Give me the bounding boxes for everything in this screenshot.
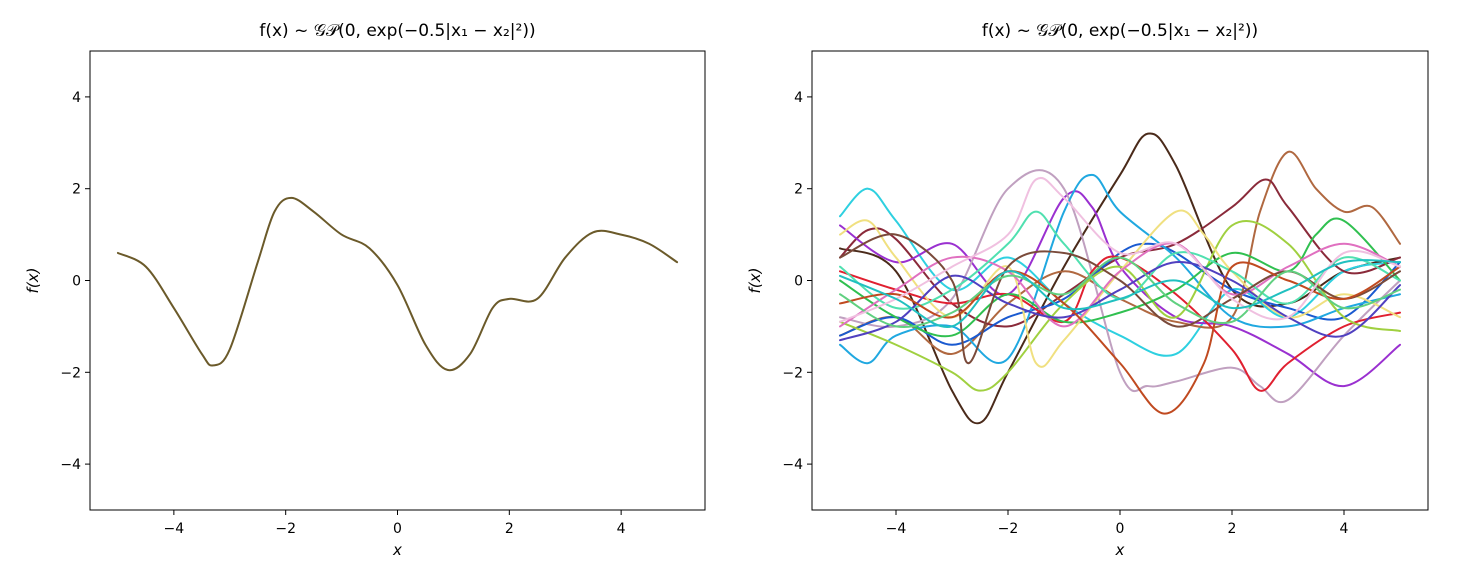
y-tick-label: 4: [794, 90, 803, 106]
series-line-15: [839, 261, 1401, 342]
series-line-19: [839, 177, 1401, 323]
y-axis-label: f(x): [24, 268, 42, 294]
y-tick-label: −2: [60, 365, 81, 381]
x-axis-label: x: [1115, 541, 1125, 559]
series-line-20: [839, 259, 1401, 328]
x-axis-label: x: [392, 541, 402, 559]
x-tick-label: −2: [275, 521, 296, 537]
y-tick-label: −4: [782, 457, 803, 473]
series-group: [839, 132, 1401, 425]
y-tick-label: 0: [72, 274, 81, 290]
y-tick-label: 2: [794, 182, 803, 198]
series-line-13: [839, 242, 1401, 328]
series-line-10: [839, 220, 1401, 392]
series-line-7: [839, 242, 1401, 346]
series-line-1: [839, 132, 1401, 425]
x-tick-label: 0: [393, 521, 402, 537]
series-line-8: [839, 173, 1401, 365]
series-line-5: [839, 190, 1401, 388]
x-tick-label: 2: [505, 521, 514, 537]
series-line-17: [839, 261, 1401, 415]
x-tick-label: −2: [998, 521, 1019, 537]
plot-frame: [89, 50, 706, 511]
x-tick-label: 2: [1228, 521, 1237, 537]
series-line-1: [116, 196, 679, 372]
chart-panel-2: −4 −2 0 2 4 −4 −2 0 2 4 f(x) ~ 𝒢𝒫(0, exp(−0.5|x₁ −…: [746, 21, 1429, 559]
y-axis-label: f(x): [746, 268, 764, 294]
y-tick-label: 4: [72, 90, 81, 106]
y-tick-label: −2: [782, 365, 803, 381]
x-tick-label: 4: [617, 521, 626, 537]
series-line-3: [839, 150, 1401, 355]
chart-title: f(x) ~ 𝒢𝒫(0, exp(−0.5|x₁ − x₂|²)): [982, 21, 1258, 41]
series-line-14: [839, 210, 1401, 310]
x-tick-label: −4: [886, 521, 907, 537]
chart-panel-1: −4 −2 0 2 4 −4 −2 0 2 4 f(x) ~ 𝒢𝒫(0, exp(−0.5|x₁ −…: [24, 21, 706, 559]
x-tick-label: 0: [1116, 521, 1125, 537]
series-line-18: [839, 256, 1401, 329]
chart-title: f(x) ~ 𝒢𝒫(0, exp(−0.5|x₁ − x₂|²)): [259, 21, 535, 41]
y-tick-label: 2: [72, 182, 81, 198]
y-tick-label: −4: [60, 457, 81, 473]
y-tick-label: 0: [794, 274, 803, 290]
x-tick-label: −4: [164, 521, 185, 537]
series-line-11: [839, 217, 1401, 338]
series-group: [116, 196, 679, 372]
x-tick-label: 4: [1340, 521, 1349, 537]
